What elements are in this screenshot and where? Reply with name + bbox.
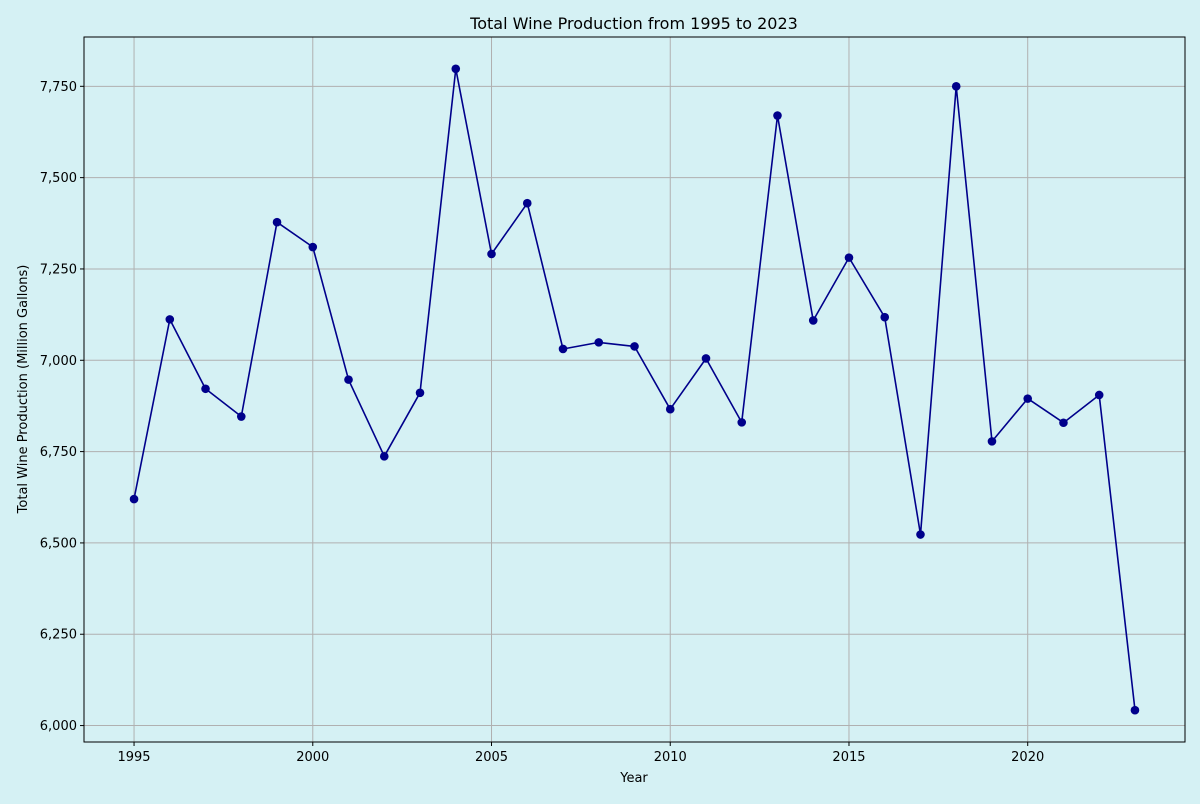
gridlines xyxy=(84,37,1185,742)
y-axis-ticks: 6,000 6,250 6,500 6,750 7,000 7,250 7,500 7,750 xyxy=(40,80,84,734)
data-point xyxy=(916,530,925,539)
data-point xyxy=(987,437,997,446)
data-point xyxy=(236,412,246,421)
series-line xyxy=(133,68,1136,711)
data-point xyxy=(951,82,961,91)
data-point xyxy=(701,354,711,363)
data-point xyxy=(594,338,604,347)
y-axis-label: Total Wine Production (Million Gallons) xyxy=(16,265,31,515)
y-tick-label: 7,000 xyxy=(40,354,77,369)
data-point xyxy=(808,316,818,325)
y-tick-label: 7,250 xyxy=(40,262,77,277)
series-group xyxy=(129,64,1140,715)
data-point xyxy=(451,64,461,74)
x-axis-ticks: 1995 2000 2005 2010 2015 2020 xyxy=(117,742,1044,765)
y-tick-label: 6,750 xyxy=(40,445,77,460)
data-point xyxy=(630,342,639,351)
data-point xyxy=(880,312,890,322)
x-tick-label: 2000 xyxy=(296,750,329,765)
x-tick-label: 2005 xyxy=(475,750,508,765)
x-tick-label: 2020 xyxy=(1011,750,1044,765)
y-tick-label: 6,000 xyxy=(40,719,77,734)
x-tick-label: 2015 xyxy=(832,750,865,765)
data-point xyxy=(844,253,854,262)
x-tick-label: 2010 xyxy=(654,750,687,765)
data-point xyxy=(558,344,568,354)
data-point xyxy=(415,388,425,398)
data-point xyxy=(344,375,353,384)
data-point xyxy=(308,242,318,252)
x-tick-label: 1995 xyxy=(117,750,150,765)
chart-title: Total Wine Production from 1995 to 2023 xyxy=(469,14,798,33)
data-point xyxy=(773,111,782,120)
y-tick-label: 6,250 xyxy=(40,628,77,643)
data-point xyxy=(737,418,747,427)
y-tick-label: 6,500 xyxy=(40,536,77,551)
x-axis-label: Year xyxy=(619,771,648,786)
data-point xyxy=(1059,418,1068,428)
y-tick-label: 7,500 xyxy=(40,171,77,186)
data-point xyxy=(1130,705,1140,715)
data-point xyxy=(272,217,282,227)
data-point xyxy=(129,494,139,504)
data-point xyxy=(522,198,532,208)
y-tick-label: 7,750 xyxy=(40,80,77,95)
data-point xyxy=(379,452,389,461)
data-point xyxy=(665,404,675,414)
data-point xyxy=(201,384,210,394)
data-point xyxy=(1094,390,1104,400)
data-point xyxy=(1023,394,1033,403)
data-point xyxy=(487,249,496,259)
data-point xyxy=(165,315,175,324)
plot-area-frame xyxy=(83,36,1186,743)
